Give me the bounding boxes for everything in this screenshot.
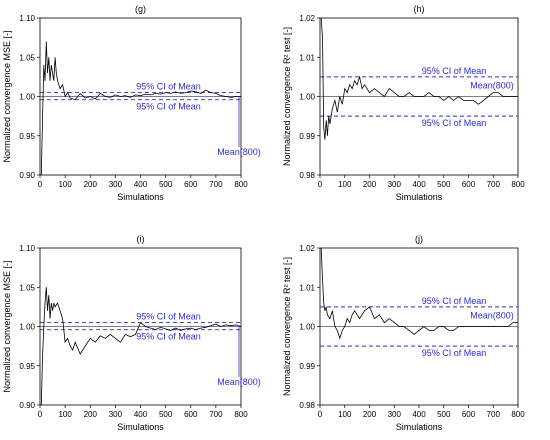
y-tick-label: 1.01: [299, 53, 315, 62]
mean-label: Mean(800): [470, 81, 514, 91]
chart-panel-1: 0 100 200 300 400 500 600 700 800 0.90 0.95 1.00 1.0…: [2, 4, 261, 202]
x-tick-label: 400: [134, 180, 148, 189]
series-line: [40, 41, 241, 176]
x-tick-label: 0: [318, 410, 323, 419]
y-tick-label: 0.98: [299, 171, 315, 180]
x-tick-label: 700: [487, 180, 501, 189]
y-tick-label: 0.99: [299, 362, 315, 371]
y-tick-label: 1.00: [299, 323, 315, 332]
x-tick-label: 700: [487, 410, 501, 419]
y-tick-label: 0.90: [19, 171, 35, 180]
x-tick-label: 200: [84, 180, 98, 189]
x-tick-label: 500: [437, 410, 451, 419]
y-tick-label: 0.95: [19, 362, 35, 371]
x-tick-label: 400: [412, 180, 426, 189]
y-tick-label: 1.00: [19, 323, 35, 332]
series-line: [320, 247, 518, 340]
x-tick-label: 800: [511, 410, 525, 419]
x-tick-label: 0: [38, 180, 43, 189]
y-tick-label: 1.10: [19, 14, 35, 23]
y-tick-label: 1.05: [19, 283, 35, 292]
x-tick-label: 800: [511, 180, 525, 189]
chart-panel-4: 0 100 200 300 400 500 600 700 800 0.98 0.99 1.00 1.0…: [282, 234, 525, 432]
y-tick-label: 1.02: [299, 244, 315, 253]
x-tick-label: 700: [209, 410, 223, 419]
x-tick-label: 200: [84, 410, 98, 419]
panel-title: (h): [414, 4, 425, 14]
y-tick-label: 0.90: [19, 401, 35, 410]
ci-lower-label: 95% CI of Mean: [136, 102, 201, 112]
panel-title: (j): [415, 234, 423, 244]
chart-panel-2: 0 100 200 300 400 500 600 700 800 0.98 0.99 1.00 1.0…: [282, 4, 525, 202]
x-tick-label: 0: [38, 410, 43, 419]
x-tick-label: 100: [338, 180, 352, 189]
ci-upper-label: 95% CI of Mean: [136, 82, 201, 92]
chart-panel-3: 0 100 200 300 400 500 600 700 800 0.90 0.95 1.00 1.0…: [2, 234, 261, 432]
ci-upper-label: 95% CI of Mean: [422, 66, 487, 76]
x-tick-label: 700: [209, 180, 223, 189]
x-tick-label: 200: [363, 180, 377, 189]
x-axis-label: Simulations: [396, 192, 443, 202]
y-tick-label: 1.00: [299, 93, 315, 102]
y-tick-label: 1.05: [19, 53, 35, 62]
y-tick-label: 0.95: [19, 132, 35, 141]
x-axis-label: Simulations: [396, 422, 443, 432]
x-tick-label: 500: [159, 180, 173, 189]
y-tick-label: 0.98: [299, 401, 315, 410]
x-axis-label: Simulations: [117, 192, 164, 202]
ci-lower-label: 95% CI of Mean: [136, 332, 201, 342]
x-tick-label: 300: [109, 410, 123, 419]
x-tick-label: 400: [412, 410, 426, 419]
x-axis-label: Simulations: [117, 422, 164, 432]
x-tick-label: 800: [234, 410, 248, 419]
y-tick-label: 1.10: [19, 244, 35, 253]
series-line: [320, 17, 518, 140]
x-tick-label: 300: [388, 180, 402, 189]
ci-lower-label: 95% CI of Mean: [422, 348, 487, 358]
mean-label: Mean(800): [217, 377, 261, 387]
x-tick-label: 600: [184, 180, 198, 189]
series-line: [40, 287, 242, 406]
x-tick-label: 400: [134, 410, 148, 419]
ci-lower-label: 95% CI of Mean: [422, 118, 487, 128]
panel-title: (i): [137, 234, 145, 244]
x-tick-label: 300: [109, 180, 123, 189]
y-tick-label: 0.99: [299, 132, 315, 141]
x-tick-label: 0: [318, 180, 323, 189]
x-tick-label: 600: [184, 410, 198, 419]
y-axis-label: Normalized convergence MSE [-]: [2, 30, 12, 162]
x-tick-label: 500: [437, 180, 451, 189]
y-axis-label: Normalized convergence MSE [-]: [2, 260, 12, 392]
y-tick-label: 1.01: [299, 283, 315, 292]
mean-label: Mean(800): [217, 147, 261, 157]
x-tick-label: 600: [462, 180, 476, 189]
y-axis-label: Normalized convergence R² test [-]: [282, 257, 292, 396]
panel-title: (g): [135, 4, 146, 14]
y-axis-label: Normalized convergence R² test [-]: [282, 27, 292, 166]
y-tick-label: 1.02: [299, 14, 315, 23]
x-tick-label: 100: [58, 410, 72, 419]
ci-upper-label: 95% CI of Mean: [136, 312, 201, 322]
x-tick-label: 100: [58, 180, 72, 189]
x-tick-label: 200: [363, 410, 377, 419]
x-tick-label: 600: [462, 410, 476, 419]
x-tick-label: 800: [234, 180, 248, 189]
x-tick-label: 500: [159, 410, 173, 419]
ci-upper-label: 95% CI of Mean: [422, 296, 487, 306]
mean-label: Mean(800): [470, 311, 514, 321]
x-tick-label: 300: [388, 410, 402, 419]
y-tick-label: 1.00: [19, 93, 35, 102]
x-tick-label: 100: [338, 410, 352, 419]
